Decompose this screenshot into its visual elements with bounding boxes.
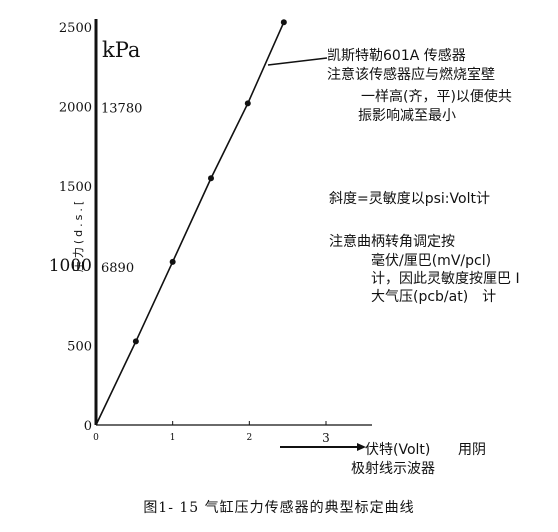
note-line-7: 毫伏/厘巴(mV/pcl) — [371, 253, 492, 269]
data-point — [244, 100, 251, 107]
y-tick-label: 2000 — [59, 101, 92, 116]
y-tick-label: 500 — [67, 339, 92, 354]
x-tick-label: 3 — [322, 431, 330, 445]
x-tick-label: 1 — [170, 433, 176, 443]
chart-ticks: 0 500 1000 1500 2000 2500 0 1 2 3 6890 13780 — [49, 21, 330, 445]
y-tick-label: 0 — [84, 419, 92, 434]
note-line-6: 注意曲柄转角调定按 — [329, 234, 455, 250]
xlabel-arrow-head — [357, 443, 366, 451]
figure-caption: 图1- 15 气缸压力传感器的典型标定曲线 — [143, 500, 415, 516]
y-axis-label: 压力(d.s.[ — [72, 198, 85, 272]
data-point — [169, 258, 176, 265]
x-axis-label: 伏特(Volt) — [365, 442, 431, 458]
y-tick-label: 1000 — [49, 256, 92, 276]
note-line-8: 计，因此灵敏度按厘巴 I — [371, 271, 520, 287]
x-axis-label-line2: 极射线示波器 — [351, 461, 435, 477]
data-point — [132, 338, 139, 345]
note-underline — [267, 57, 328, 66]
kpa-unit-label: kPa — [102, 38, 140, 62]
data-point — [280, 19, 287, 26]
note-line-1: 凯斯特勒601A 传感器 — [327, 48, 466, 64]
chart-series — [95, 19, 287, 426]
note-line-4: 振影响减至最小 — [358, 108, 456, 124]
calibration-line — [95, 21, 285, 426]
x-tick-label: 0 — [93, 433, 99, 443]
kpa-tick-label: 6890 — [101, 261, 134, 276]
note-line-9: 大气压(pcb/at) 计 — [371, 289, 497, 305]
x-tick-label: 2 — [246, 433, 252, 443]
x-axis-label-extra: 用阴 — [458, 442, 486, 458]
y-tick-label: 1500 — [59, 180, 92, 195]
note-line-2: 注意该传感器应与燃烧室壁 — [327, 67, 495, 83]
data-point — [208, 175, 214, 182]
kpa-tick-label: 13780 — [101, 102, 142, 117]
y-tick-label: 2500 — [59, 21, 92, 36]
note-line-3: 一样高(齐，平)以便使共 — [361, 89, 512, 105]
note-line-5: 斜度=灵敏度以psi:Volt计 — [329, 191, 490, 207]
